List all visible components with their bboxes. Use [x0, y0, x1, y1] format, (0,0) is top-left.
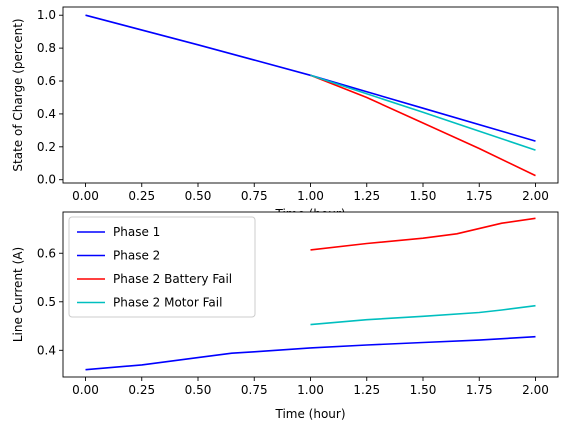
x-tick-label: 0.50 [185, 189, 212, 203]
series-line-2 [310, 74, 536, 142]
series-line-2 [310, 335, 536, 349]
y-tick-label: 0.8 [37, 41, 56, 55]
x-tick-label: 0.75 [241, 189, 268, 203]
y-tick-label: 0.5 [37, 295, 56, 309]
legend: Phase 1 Phase 2 Phase 2 Battery Fail Phase … [68, 216, 256, 318]
legend-label: Phase 2 Motor Fail [113, 296, 222, 310]
y-tick-label: 0.2 [37, 140, 56, 154]
x-tick-label: 2.00 [522, 383, 549, 397]
x-tick-label: 2.00 [522, 189, 549, 203]
y-tick-label: 0.4 [37, 107, 56, 121]
x-tick-label: 0.00 [72, 189, 99, 203]
x-axis-label: Time (hour) [274, 407, 345, 421]
subplot-1: 0.00 0.25 0.50 0.75 1.00 1.25 1.50 1.75 2.00 0.0 0… [11, 6, 559, 221]
x-tick-label: 0.75 [241, 383, 268, 397]
x-tick-label: 1.75 [466, 189, 493, 203]
plot-area [62, 6, 559, 184]
y-tick-label: 0.6 [37, 74, 56, 88]
x-tick-label: 0.25 [128, 383, 155, 397]
y-tick-label: 0.4 [37, 343, 56, 357]
legend-label: Phase 1 [113, 225, 160, 239]
x-tick-label: 0.25 [128, 189, 155, 203]
legend-box [68, 216, 256, 318]
x-tick-label: 1.75 [466, 383, 493, 397]
series-line-4 [310, 74, 536, 151]
subplot-2: 0.00 0.25 0.50 0.75 1.00 1.25 1.50 1.75 2.00 0.4 0… [11, 211, 559, 421]
legend-label: Phase 2 [113, 249, 160, 263]
y-axis-label: State of Charge (percent) [11, 18, 25, 171]
x-tick-label: 0.50 [185, 383, 212, 397]
x-tick-label: 1.25 [353, 189, 380, 203]
series-line-1 [85, 347, 311, 371]
series-line-4 [310, 304, 536, 326]
y-tick-label: 0.0 [37, 173, 56, 187]
series-line-3 [310, 217, 536, 251]
x-tick-label: 1.00 [297, 383, 324, 397]
series-line-1 [85, 14, 311, 77]
x-tick-label: 1.50 [410, 383, 437, 397]
x-tick-label: 0.00 [72, 383, 99, 397]
series-line-3 [310, 74, 536, 177]
y-tick-label: 0.6 [37, 246, 56, 260]
x-tick-label: 1.25 [353, 383, 380, 397]
legend-label: Phase 2 Battery Fail [113, 272, 232, 286]
y-axis-label: Line Current (A) [11, 247, 25, 342]
x-tick-label: 1.00 [297, 189, 324, 203]
y-tick-label: 1.0 [37, 8, 56, 22]
x-tick-label: 1.50 [410, 189, 437, 203]
